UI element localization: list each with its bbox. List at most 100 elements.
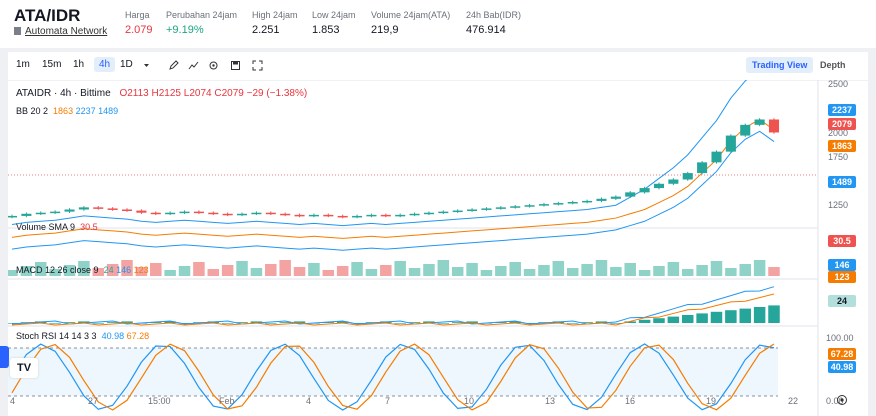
symbol-label: ATAIDR · 4h · Bittime — [16, 88, 111, 99]
interval-1d[interactable]: 1D — [120, 59, 133, 70]
macd-value: 146 — [116, 265, 132, 275]
time-tick: Feb — [219, 396, 235, 406]
macd-line — [11, 286, 775, 325]
volume-bar — [725, 268, 737, 276]
time-tick: 4 — [10, 396, 16, 406]
macd-hist-bar — [178, 323, 191, 324]
save-icon[interactable] — [230, 60, 241, 71]
macd-hist-bar — [710, 311, 723, 323]
bb-lower-value: 1489 — [98, 106, 119, 116]
bb-mid-value: 1863 — [53, 106, 74, 116]
interval-4h[interactable]: 4h — [94, 57, 116, 72]
dropdown-caret-icon[interactable] — [141, 60, 152, 71]
volume-bar — [566, 268, 579, 276]
macd-hist-bar — [696, 313, 708, 323]
candle-body — [308, 214, 319, 217]
stat-label: Perubahan 24jam — [166, 10, 238, 20]
stoch-d-line — [11, 343, 775, 411]
legend-macd: MACD 12 26 close 9 24 146 123 — [16, 265, 149, 275]
macd-hist-bar — [624, 321, 636, 323]
volume-bar — [121, 260, 133, 276]
stat-label: Volume 24jam(ATA) — [371, 10, 451, 20]
candle-body — [150, 212, 161, 215]
volume-bar — [293, 267, 306, 276]
candle-body — [711, 151, 722, 163]
macd-hist-badge: 24 — [828, 295, 856, 307]
indicator-icon[interactable] — [188, 60, 199, 71]
candle-body — [596, 198, 607, 201]
macd-signal-badge: 123 — [828, 271, 856, 283]
candle-body — [107, 208, 118, 210]
volume-bar — [523, 269, 536, 276]
time-tick: 13 — [545, 396, 556, 406]
volume-bar — [696, 265, 708, 276]
candle-body — [222, 213, 233, 216]
candle-body — [352, 215, 363, 218]
depth-button[interactable]: Depth — [820, 60, 846, 70]
stat-value: 2.251 — [252, 24, 280, 36]
volume-bars — [8, 260, 780, 276]
bb-upper-badge: 2237 — [828, 104, 856, 116]
macd-hist-bar — [437, 323, 450, 324]
volume-bar — [8, 270, 18, 276]
network-name: Automata Network — [25, 26, 108, 37]
volume-bar — [92, 268, 105, 276]
interval-1h[interactable]: 1h — [73, 59, 85, 70]
stat-value: 219,9 — [371, 24, 399, 36]
volume-bar — [624, 263, 636, 276]
stat-change: Perubahan 24jam +9.19% — [166, 10, 237, 36]
volume-bar — [135, 267, 148, 276]
legend-volume: Volume SMA 9 30.5 — [16, 222, 98, 232]
candle-body — [682, 173, 693, 180]
macd-hist-bar — [92, 323, 105, 324]
candle-body — [754, 119, 765, 125]
macd-hist-bar — [681, 315, 694, 323]
fullscreen-icon[interactable] — [252, 60, 263, 71]
stoch-k-line — [11, 343, 775, 411]
volume-bar — [221, 265, 234, 276]
candle-body — [251, 212, 262, 215]
chart-panel: 1m 15m 1h 4h 1D Trading View Depth ATAID… — [8, 52, 868, 416]
volume-bar — [35, 262, 47, 276]
volume-bar — [466, 263, 478, 276]
interval-15m[interactable]: 15m — [42, 59, 62, 70]
macd-hist-bar — [595, 321, 608, 323]
stoch-d-badge: 67.28 — [828, 348, 856, 360]
candle-body — [50, 211, 61, 214]
time-tick: 27 — [88, 396, 99, 406]
macd-hist-bar — [293, 321, 306, 323]
candle-body — [467, 209, 478, 211]
volume-bar — [638, 270, 651, 276]
interval-1m[interactable]: 1m — [16, 59, 30, 70]
change-value: −29 (−1.38%) — [246, 88, 308, 99]
pane-collapse-handle[interactable] — [0, 346, 9, 368]
candle-body — [639, 188, 650, 193]
candle-body — [567, 202, 578, 204]
volume-bar — [236, 261, 248, 276]
candle-body — [366, 214, 377, 217]
stat-value: 476.914 — [466, 24, 506, 36]
macd-hist-bar — [451, 322, 464, 323]
price-tick: 2500 — [828, 79, 849, 89]
volume-bar — [581, 264, 593, 276]
volume-bar — [279, 260, 291, 276]
candle-body — [625, 192, 636, 197]
macd-hist-bar — [739, 308, 751, 323]
macd-signal-value: 123 — [133, 265, 149, 275]
macd-hist-value: 24 — [103, 265, 114, 275]
macd-hist-bar — [8, 323, 18, 324]
price-chart[interactable] — [8, 80, 868, 416]
legend-stoch: Stoch RSI 14 14 3 3 40.98 67.28 — [16, 331, 149, 341]
chart-settings-icon[interactable] — [836, 394, 848, 406]
trading-view-button[interactable]: Trading View — [746, 57, 814, 73]
settings-icon[interactable] — [208, 60, 219, 71]
bb-upper-value: 2237 — [75, 106, 96, 116]
network-link[interactable]: Automata Network — [14, 26, 107, 37]
volume-badge: 30.5 — [828, 235, 856, 247]
draw-pencil-icon[interactable] — [168, 60, 179, 71]
candle-body — [524, 205, 535, 207]
candle-body — [582, 200, 593, 203]
macd-signal-line — [11, 293, 775, 326]
candle-body — [193, 211, 204, 214]
volume-bar — [753, 260, 766, 276]
